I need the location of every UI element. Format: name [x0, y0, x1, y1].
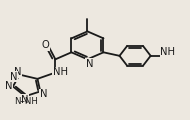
- Text: N: N: [5, 81, 13, 91]
- Text: N: N: [86, 59, 93, 69]
- Text: N: N: [40, 90, 48, 99]
- Text: NH: NH: [160, 47, 175, 57]
- Text: N–NH: N–NH: [14, 97, 38, 106]
- Text: N: N: [10, 72, 17, 82]
- Text: N: N: [14, 67, 21, 77]
- Text: O: O: [42, 40, 49, 50]
- Text: NH: NH: [53, 67, 68, 77]
- Text: N: N: [21, 95, 28, 105]
